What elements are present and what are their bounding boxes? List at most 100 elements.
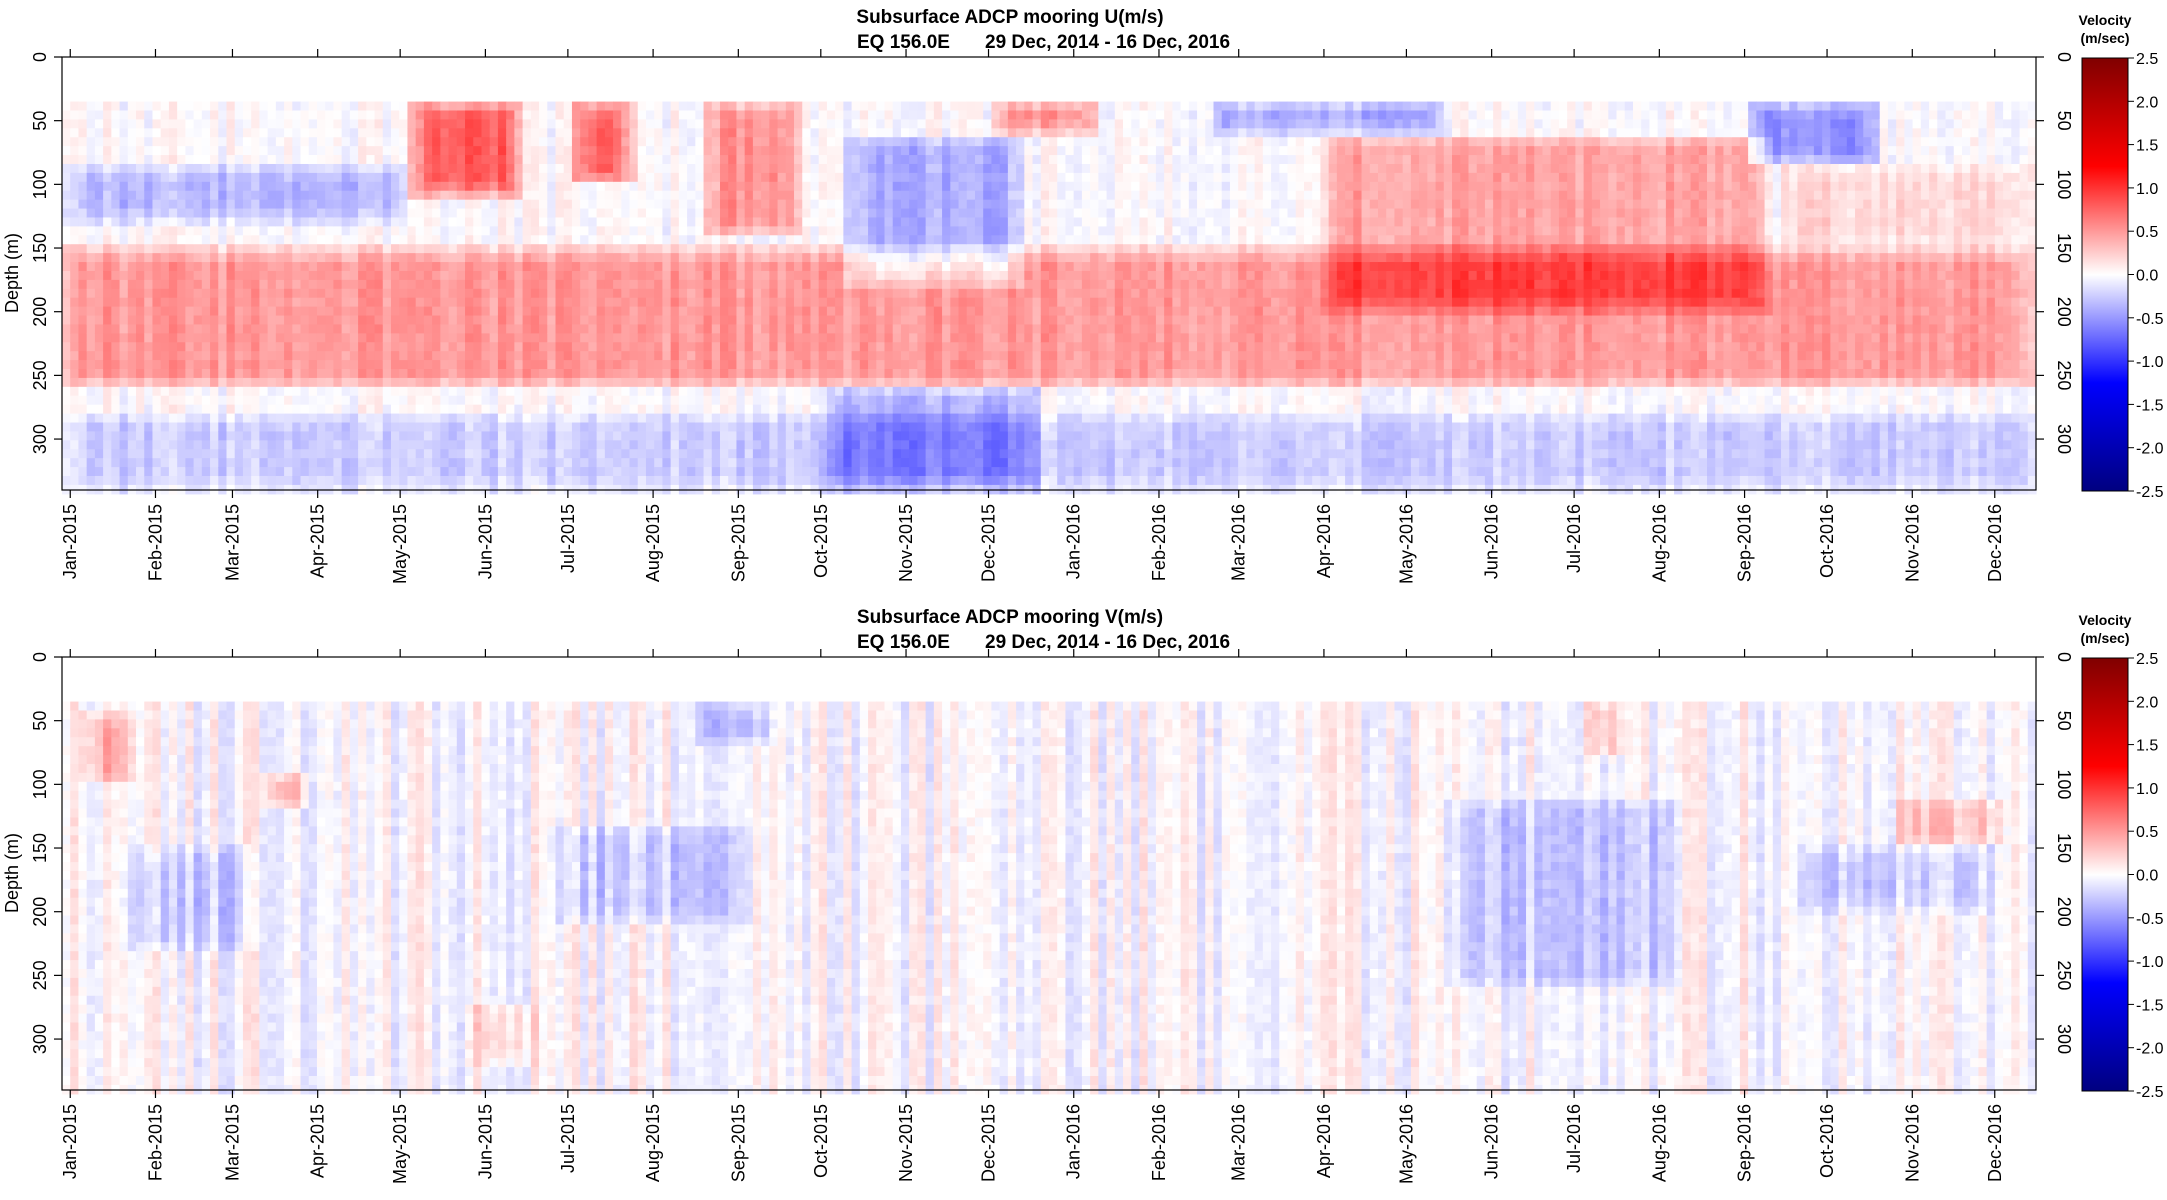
heatmap-cell [95, 423, 104, 433]
heatmap-cell [120, 289, 129, 299]
heatmap-cell [128, 191, 137, 201]
heatmap-cell [62, 431, 71, 441]
heatmap-cell [350, 458, 359, 468]
heatmap-cell [235, 369, 244, 379]
heatmap-cell [342, 414, 351, 424]
heatmap-cell [243, 289, 252, 299]
heatmap-cell [325, 102, 334, 112]
heatmap-cell [95, 333, 104, 343]
heatmap-cell [120, 369, 129, 379]
heatmap-cell [350, 173, 359, 183]
heatmap-cell [383, 244, 392, 254]
heatmap-cell [325, 440, 334, 450]
heatmap-cell [128, 369, 137, 379]
heatmap-cell [284, 244, 293, 254]
heatmap-cell [407, 333, 416, 343]
heatmap-cell [111, 164, 120, 174]
heatmap-cell [194, 271, 203, 281]
heatmap-cell [177, 209, 186, 219]
heatmap-cell [407, 217, 416, 227]
heatmap-cell [111, 182, 120, 192]
heatmap-cell [87, 431, 96, 441]
heatmap-cell [128, 378, 137, 388]
heatmap-cell [284, 378, 293, 388]
heatmap-cell [95, 298, 104, 308]
heatmap-cell [358, 440, 367, 450]
heatmap-cell [103, 164, 112, 174]
heatmap-cell [194, 217, 203, 227]
heatmap-cell [276, 378, 285, 388]
heatmap-cell [144, 128, 153, 138]
heatmap-cell [62, 182, 71, 192]
heatmap-cell [350, 440, 359, 450]
heatmap-cell [251, 414, 260, 424]
heatmap-cell [276, 146, 285, 156]
heatmap-cell [366, 351, 375, 361]
heatmap-cell [202, 155, 211, 165]
heatmap-cell [152, 369, 161, 379]
heatmap-cell [416, 414, 425, 424]
heatmap-cell [202, 262, 211, 272]
heatmap-cell [276, 405, 285, 415]
heatmap-cell [169, 280, 178, 290]
heatmap-cell [407, 262, 416, 272]
heatmap-cell [103, 137, 112, 147]
heatmap-cell [317, 146, 326, 156]
heatmap-cell [333, 369, 342, 379]
heatmap-cell [144, 396, 153, 406]
heatmap-cell [358, 226, 367, 236]
heatmap-cell [268, 155, 277, 165]
heatmap-cell [358, 387, 367, 397]
heatmap-cell [383, 262, 392, 272]
heatmap-cell [276, 423, 285, 433]
heatmap-cell [243, 342, 252, 352]
heatmap-cell [399, 360, 408, 370]
heatmap-cell [70, 209, 79, 219]
heatmap-cell [103, 298, 112, 308]
heatmap-cell [62, 146, 71, 156]
heatmap-cell [144, 458, 153, 468]
heatmap-cell [416, 307, 425, 317]
heatmap-cell [243, 378, 252, 388]
heatmap-cell [161, 351, 170, 361]
heatmap-cell [284, 476, 293, 486]
heatmap-cell [87, 209, 96, 219]
heatmap-cell [111, 414, 120, 424]
heatmap-cell [87, 244, 96, 254]
heatmap-cell [144, 387, 153, 397]
heatmap-cell [276, 431, 285, 441]
heatmap-cell [87, 191, 96, 201]
heatmap-cell [391, 164, 400, 174]
heatmap-cell [218, 342, 227, 352]
heatmap-cell [342, 405, 351, 415]
heatmap-cell [375, 244, 384, 254]
heatmap-cell [268, 396, 277, 406]
heatmap-cell [111, 289, 120, 299]
heatmap-cell [391, 360, 400, 370]
heatmap-cell [309, 440, 318, 450]
heatmap-cell [202, 146, 211, 156]
heatmap-cell [70, 476, 79, 486]
heatmap-cell [325, 449, 334, 459]
heatmap-cell [366, 440, 375, 450]
heatmap-cell [350, 280, 359, 290]
heatmap-cell [210, 387, 219, 397]
heatmap-cell [120, 146, 129, 156]
heatmap-cell [177, 280, 186, 290]
heatmap-cell [210, 333, 219, 343]
heatmap-cell [227, 119, 236, 129]
heatmap-cell [95, 244, 104, 254]
heatmap-cell [309, 387, 318, 397]
heatmap-cell [391, 271, 400, 281]
heatmap-cell [284, 307, 293, 317]
heatmap-cell [407, 298, 416, 308]
heatmap-cell [366, 387, 375, 397]
heatmap-cell [399, 226, 408, 236]
heatmap-cell [251, 467, 260, 477]
heatmap-cell [424, 217, 433, 227]
heatmap-cell [227, 226, 236, 236]
heatmap-cell [309, 209, 318, 219]
heatmap-cell [301, 396, 310, 406]
heatmap-cell [62, 333, 71, 343]
heatmap-cell [350, 467, 359, 477]
